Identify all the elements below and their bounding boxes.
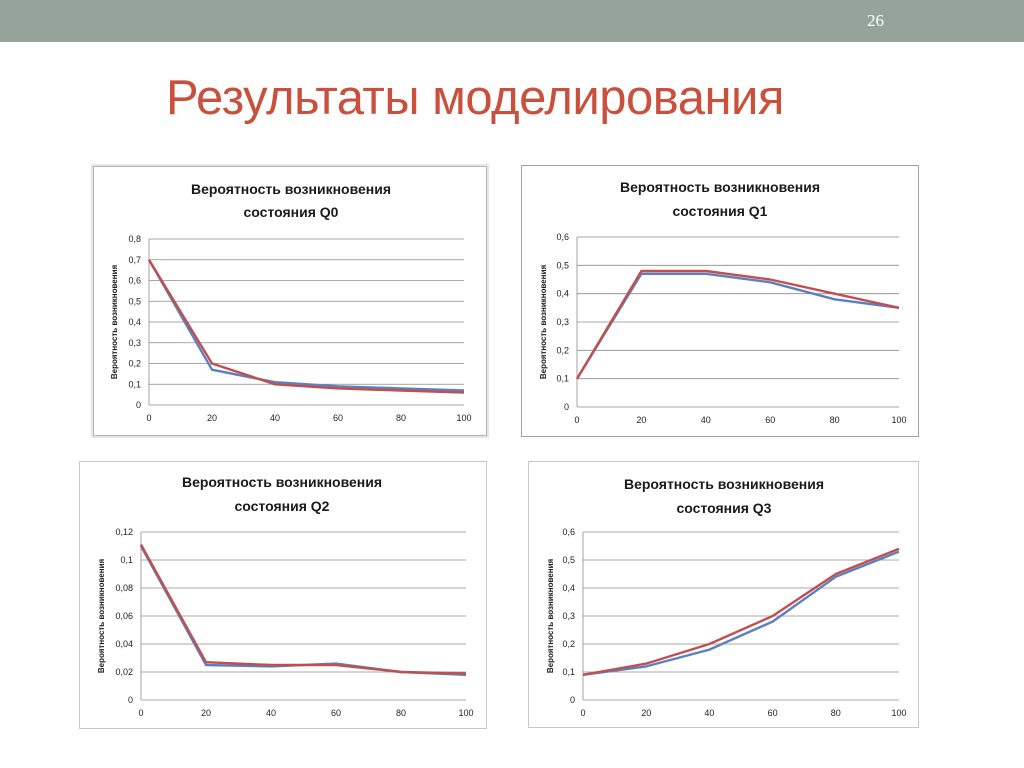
slide-number: 26 — [867, 11, 884, 30]
chart-q2: Вероятность возникновения состояния Q2 0 0,… — [79, 461, 487, 729]
x-tick-label: 0 — [138, 708, 143, 718]
y-axis-title: Вероятность возникновения — [539, 265, 548, 380]
chart-q1-svg: Вероятность возникновения состояния Q1 0 0,… — [539, 179, 907, 425]
y-tick-label: 0,1 — [562, 667, 575, 677]
y-tick-label: 0,3 — [128, 338, 141, 348]
x-tick-label: 80 — [396, 413, 406, 423]
x-tick-label: 0 — [580, 708, 585, 718]
y-tick-label: 0,06 — [115, 611, 133, 621]
y-tick-label: 0,12 — [115, 527, 133, 537]
y-tick-label: 0 — [564, 402, 569, 412]
y-tick-label: 0,3 — [556, 317, 569, 327]
x-tick-label: 100 — [458, 708, 473, 718]
x-tick-label: 60 — [331, 708, 341, 718]
x-tick-label: 0 — [146, 413, 151, 423]
series-line-2 — [147, 259, 465, 394]
y-tick-label: 0,6 — [556, 232, 569, 242]
x-tick-label: 20 — [201, 708, 211, 718]
x-tick-label: 20 — [636, 415, 646, 425]
chart-q2-svg: Вероятность возникновения состояния Q2 0 0,… — [97, 474, 474, 718]
x-tick-label: 100 — [456, 413, 471, 423]
y-tick-label: 0,4 — [562, 583, 575, 593]
slide-title: Результаты моделирования — [166, 71, 784, 125]
y-tick-label: 0,08 — [115, 583, 133, 593]
x-tick-label: 80 — [831, 708, 841, 718]
chart-q0-svg: Вероятность возникновения состояния Q0 0 0,… — [110, 181, 472, 423]
x-tick-label: 100 — [891, 708, 906, 718]
y-tick-label: 0,8 — [128, 234, 141, 244]
series-line-1 — [575, 272, 900, 380]
x-tick-label: 20 — [641, 708, 651, 718]
chart-q3: Вероятность возникновения состояния Q3 0 0,… — [528, 461, 919, 728]
y-tick-label: 0,1 — [128, 379, 141, 389]
x-tick-label: 80 — [830, 415, 840, 425]
y-tick-label: 0,5 — [556, 260, 569, 270]
x-tick-label: 40 — [270, 413, 280, 423]
x-tick-label: 80 — [396, 708, 406, 718]
series-line-2 — [139, 544, 467, 675]
y-tick-label: 0,3 — [562, 611, 575, 621]
y-tick-label: 0,7 — [128, 255, 141, 265]
chart-title-line1: Вероятность возникновения — [620, 179, 820, 195]
y-tick-label: 0,2 — [562, 639, 575, 649]
x-tick-label: 20 — [207, 413, 217, 423]
y-tick-label: 0,2 — [556, 345, 569, 355]
chart-q3-svg: Вероятность возникновения состояния Q3 0 0,… — [546, 476, 907, 718]
series-line-2 — [575, 269, 900, 380]
chart-title-line1: Вероятность возникновения — [182, 474, 382, 490]
y-tick-label: 0,4 — [556, 289, 569, 299]
chart-title-line2: состояния Q2 — [235, 498, 330, 514]
chart-title-line2: состояния Q1 — [673, 203, 768, 219]
x-tick-label: 40 — [704, 708, 714, 718]
chart-q1: Вероятность возникновения состояния Q1 0 0,… — [521, 165, 919, 437]
x-tick-label: 40 — [701, 415, 711, 425]
x-tick-label: 40 — [266, 708, 276, 718]
y-tick-label: 0,6 — [562, 527, 575, 537]
y-tick-label: 0,1 — [556, 374, 569, 384]
chart-title-line2: состояния Q3 — [677, 500, 772, 516]
x-tick-label: 60 — [765, 415, 775, 425]
x-tick-label: 0 — [574, 415, 579, 425]
top-banner: 26 — [0, 0, 1024, 42]
x-tick-label: 60 — [768, 708, 778, 718]
y-tick-label: 0 — [136, 400, 141, 410]
y-axis-title: Вероятность возникновения — [97, 559, 106, 674]
y-tick-label: 0 — [570, 695, 575, 705]
y-tick-label: 0,4 — [128, 317, 141, 327]
y-axis-title: Вероятность возникновения — [110, 265, 119, 380]
y-tick-label: 0,5 — [128, 296, 141, 306]
series-line-1 — [147, 259, 465, 392]
y-tick-label: 0,6 — [128, 276, 141, 286]
x-tick-label: 100 — [891, 415, 906, 425]
series-line-1 — [139, 545, 467, 676]
chart-title-line1: Вероятность возникновения — [624, 476, 824, 492]
x-tick-label: 60 — [333, 413, 343, 423]
series-line-1 — [582, 550, 900, 676]
y-tick-label: 0,2 — [128, 359, 141, 369]
chart-title-line1: Вероятность возникновения — [191, 181, 391, 197]
y-tick-label: 0,02 — [115, 667, 133, 677]
y-tick-label: 0,04 — [115, 639, 133, 649]
y-axis-title: Вероятность возникновения — [546, 559, 555, 674]
y-tick-label: 0,5 — [562, 555, 575, 565]
y-tick-label: 0,1 — [120, 555, 133, 565]
series-line-2 — [582, 547, 900, 676]
y-tick-label: 0 — [128, 695, 133, 705]
chart-title-line2: состояния Q0 — [244, 204, 339, 220]
chart-q0: Вероятность возникновения состояния Q0 0 0,… — [93, 166, 487, 436]
